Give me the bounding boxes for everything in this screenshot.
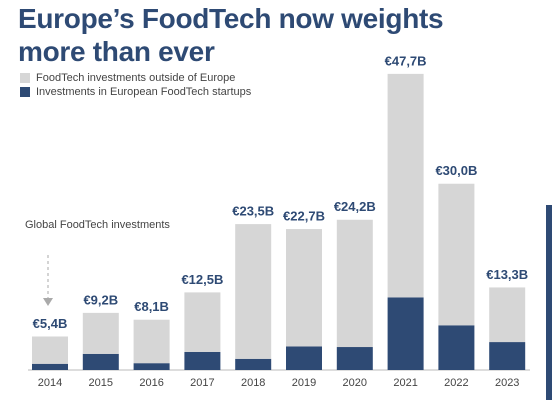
bar-segment <box>82 312 119 354</box>
value-label: €24,2B <box>334 199 376 214</box>
x-tick-label: 2022 <box>444 377 468 389</box>
edge-bar <box>546 205 552 400</box>
annotation: Global FoodTech investments <box>25 219 170 231</box>
bar-segment <box>32 336 68 364</box>
value-label: €9,2B <box>83 292 118 307</box>
bar-segment <box>489 287 526 343</box>
bar-segment <box>286 229 322 347</box>
x-tick-label: 2021 <box>393 377 417 389</box>
legend-swatch <box>20 87 30 97</box>
legend-label: Investments in European FoodTech startup… <box>36 86 252 98</box>
bar-segment <box>387 73 424 298</box>
value-label: €22,7B <box>283 209 325 224</box>
x-tick-label: 2018 <box>241 377 265 389</box>
x-tick-label: 2014 <box>38 377 62 389</box>
chart-title: Europe’s FoodTech now weights more than … <box>18 3 444 67</box>
bar-segment <box>133 319 170 364</box>
bar-segment <box>235 224 272 359</box>
bar-segment <box>438 325 475 370</box>
value-label: €47,7B <box>385 53 427 68</box>
bar-segment <box>438 183 475 326</box>
x-tick-label: 2019 <box>292 377 316 389</box>
bar-segment <box>235 358 272 370</box>
bar-segment <box>32 363 68 370</box>
bar-segment <box>336 219 373 348</box>
bar-segment <box>133 363 170 370</box>
bar-segment <box>184 351 221 370</box>
x-tick-label: 2020 <box>343 377 367 389</box>
value-label: €23,5B <box>232 204 274 219</box>
value-label: €8,1B <box>134 299 169 314</box>
x-tick-label: 2017 <box>190 377 214 389</box>
bar-segment <box>286 346 322 370</box>
x-tick-label: 2015 <box>89 377 113 389</box>
bar-segment <box>387 297 424 370</box>
value-label: €13,3B <box>486 267 528 282</box>
value-label: €30,0B <box>435 163 477 178</box>
value-label: €12,5B <box>181 272 223 287</box>
legend-label: FoodTech investments outside of Europe <box>36 72 235 84</box>
arrow-head <box>43 298 53 306</box>
x-tick-label: 2023 <box>495 377 519 389</box>
legend-swatch <box>20 73 30 83</box>
bar-segment <box>82 353 119 370</box>
value-label: €5,4B <box>33 316 68 331</box>
bar-segment <box>489 342 526 370</box>
x-tick-label: 2016 <box>139 377 163 389</box>
bar-segment <box>336 347 373 370</box>
bar-segment <box>184 292 221 352</box>
